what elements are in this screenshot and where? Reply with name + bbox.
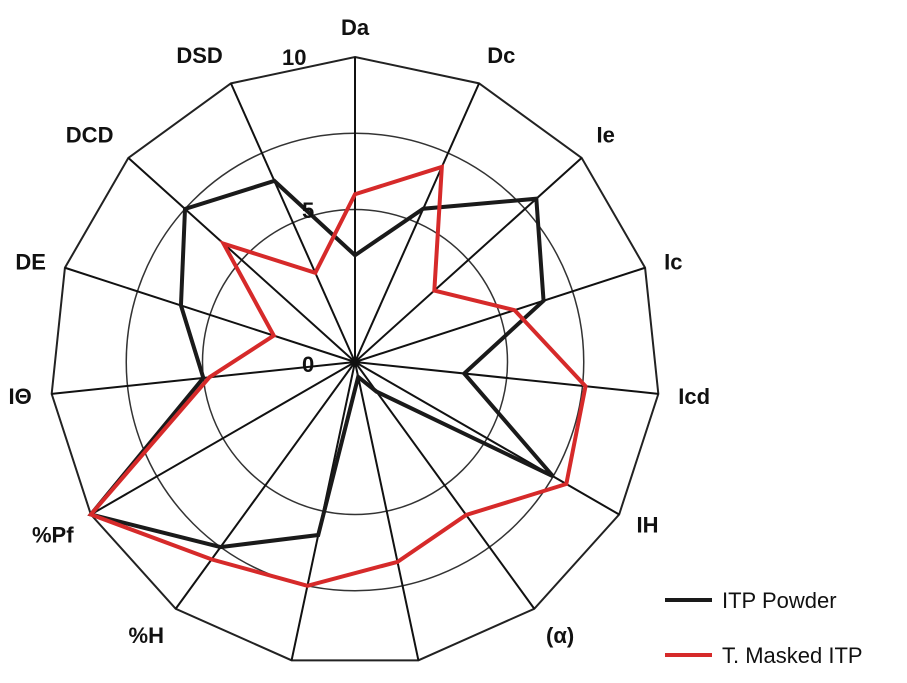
radial-tick-labels: 0 5 10 xyxy=(282,45,314,377)
category-label-0: Da xyxy=(341,15,370,40)
spoke-13 xyxy=(127,157,356,363)
series-t-masked-itp-line xyxy=(87,164,588,588)
category-label-7: t" xyxy=(423,682,441,683)
spoke-10 xyxy=(90,361,356,516)
outer-polygon xyxy=(50,55,660,662)
category-label-1: Dc xyxy=(487,43,515,68)
legend-label-0: ITP Powder xyxy=(722,588,837,613)
category-label-9: %H xyxy=(129,623,164,648)
legend: ITP Powder T. Masked ITP xyxy=(665,588,863,668)
spoke-7 xyxy=(354,361,420,661)
spoke-4 xyxy=(354,361,659,395)
spoke-14 xyxy=(230,82,356,363)
spoke-3 xyxy=(354,266,646,363)
series-itp-powder-line xyxy=(87,178,555,550)
legend-label-1: T. Masked ITP xyxy=(722,643,863,668)
category-label-2: Ie xyxy=(597,123,615,148)
category-label-11: IΘ xyxy=(9,384,32,409)
category-label-5: IH xyxy=(636,513,658,538)
category-label-3: Ic xyxy=(664,250,682,275)
category-label-8: %HR xyxy=(236,682,287,683)
spoke-9 xyxy=(174,361,356,610)
category-label-14: DSD xyxy=(176,43,222,68)
radar-spokes xyxy=(51,57,659,661)
category-label-6: (α) xyxy=(546,623,574,648)
category-label-4: Icd xyxy=(678,384,710,409)
category-labels: Da Dc Ie Ic Icd IH (α) t" %HR %H %Pf IΘ DE DCD DSD xyxy=(9,15,710,683)
category-label-10: %Pf xyxy=(32,523,74,548)
category-label-12: DE xyxy=(15,250,46,275)
spoke-12 xyxy=(64,266,356,363)
category-label-13: DCD xyxy=(66,123,114,148)
tick-label-5: 5 xyxy=(302,198,314,223)
radar-series xyxy=(87,164,588,588)
spoke-6 xyxy=(354,361,536,610)
spoke-5 xyxy=(354,361,620,516)
tick-label-0: 0 xyxy=(302,352,314,377)
spoke-1 xyxy=(354,82,480,363)
tick-label-10: 10 xyxy=(282,45,306,70)
spoke-2 xyxy=(354,157,583,363)
